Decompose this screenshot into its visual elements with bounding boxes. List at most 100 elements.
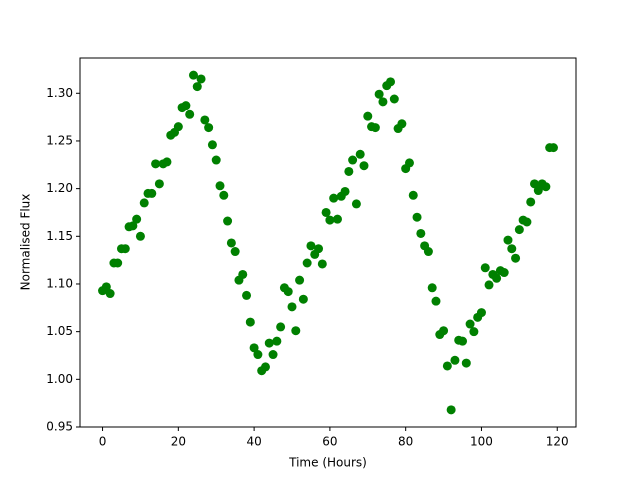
- point: [215, 181, 225, 191]
- point: [431, 296, 441, 306]
- x-tick-label: 100: [470, 435, 493, 449]
- point: [359, 161, 369, 171]
- x-tick-label: 0: [99, 435, 107, 449]
- point: [370, 123, 380, 133]
- point: [181, 101, 191, 111]
- point: [219, 190, 229, 200]
- point: [101, 282, 111, 292]
- point: [325, 215, 335, 225]
- y-tick-label: 1.15: [46, 229, 73, 243]
- point: [295, 275, 305, 285]
- point: [355, 149, 365, 159]
- point: [514, 225, 524, 235]
- x-tick-label: 40: [246, 435, 261, 449]
- point: [446, 405, 456, 415]
- point: [480, 263, 490, 273]
- point: [374, 89, 384, 99]
- y-tick-label: 1.20: [46, 181, 73, 195]
- point: [329, 193, 339, 203]
- point: [348, 155, 358, 165]
- point: [389, 94, 399, 104]
- point: [120, 244, 130, 254]
- point: [340, 186, 350, 196]
- x-axis-label: Time (Hours): [288, 456, 367, 470]
- point: [492, 273, 502, 283]
- point: [423, 247, 433, 257]
- point: [113, 258, 123, 268]
- point: [249, 343, 259, 353]
- point: [450, 355, 460, 365]
- point: [204, 123, 214, 133]
- point: [162, 157, 172, 167]
- point: [522, 217, 532, 227]
- point: [317, 259, 327, 269]
- point: [283, 287, 293, 297]
- point: [147, 188, 157, 198]
- point: [530, 179, 540, 189]
- point: [439, 326, 449, 336]
- point: [363, 111, 373, 121]
- point: [135, 231, 145, 241]
- point: [484, 280, 494, 290]
- point: [507, 244, 517, 254]
- point: [302, 258, 312, 268]
- point: [185, 109, 195, 119]
- point: [465, 319, 475, 329]
- point: [321, 207, 331, 217]
- point: [105, 289, 115, 299]
- point: [351, 199, 361, 209]
- point: [154, 179, 164, 189]
- point: [442, 361, 452, 371]
- point: [416, 228, 426, 238]
- point: [242, 290, 252, 300]
- point: [404, 158, 414, 168]
- point: [230, 247, 240, 257]
- y-tick-label: 0.95: [46, 420, 73, 434]
- point: [192, 82, 202, 92]
- point: [132, 214, 142, 224]
- point: [499, 268, 509, 278]
- x-tick-label: 120: [546, 435, 569, 449]
- y-axis-label: Normalised Flux: [19, 194, 33, 291]
- point: [207, 140, 217, 150]
- point: [268, 350, 278, 360]
- point: [291, 326, 301, 336]
- point: [541, 182, 551, 192]
- point: [332, 214, 342, 224]
- y-tick-label: 1.05: [46, 324, 73, 338]
- point: [260, 362, 270, 372]
- y-tick-label: 1.25: [46, 133, 73, 147]
- point: [253, 350, 263, 360]
- point: [548, 143, 558, 153]
- y-tick-label: 1.30: [46, 86, 73, 100]
- point: [344, 166, 354, 176]
- point: [503, 235, 513, 245]
- point: [469, 327, 479, 337]
- axes-frame: [79, 57, 577, 428]
- point: [272, 336, 282, 346]
- point: [287, 302, 297, 312]
- point: [378, 97, 388, 107]
- point: [397, 119, 407, 129]
- point: [386, 77, 396, 87]
- x-tick-label: 60: [322, 435, 337, 449]
- y-tick-label: 1.10: [46, 276, 73, 290]
- point: [200, 115, 210, 125]
- point: [226, 238, 236, 248]
- point: [533, 186, 543, 196]
- point: [526, 197, 536, 207]
- point: [298, 294, 308, 304]
- y-tick-label: 1.00: [46, 372, 73, 386]
- point: [245, 317, 255, 327]
- point: [196, 74, 206, 84]
- point: [238, 269, 248, 279]
- point: [211, 155, 221, 165]
- point: [306, 241, 316, 251]
- point: [264, 338, 274, 348]
- point: [461, 358, 471, 368]
- point: [476, 308, 486, 318]
- x-tick-label: 20: [171, 435, 186, 449]
- x-tick-label: 80: [398, 435, 413, 449]
